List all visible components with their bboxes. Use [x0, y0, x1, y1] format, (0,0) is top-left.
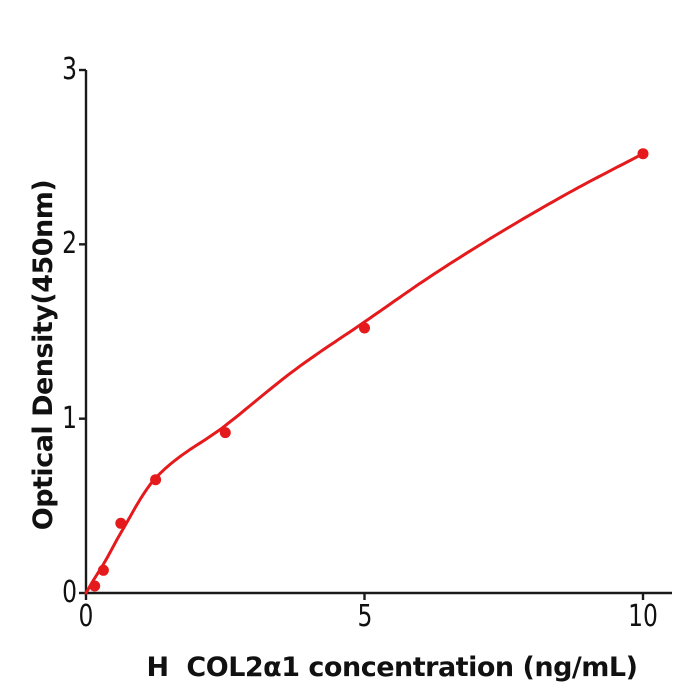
y-tick-label: 1	[62, 400, 77, 436]
axis-spines	[84, 70, 672, 595]
x-tick-label: 10	[628, 599, 658, 634]
y-tick-label: 2	[62, 226, 77, 262]
data-point	[219, 427, 231, 439]
fit-curve-line	[84, 152, 645, 595]
y-tick-label: 3	[62, 52, 77, 87]
x-tick-label: 0	[78, 599, 94, 634]
y-tick-label: 0	[62, 575, 77, 610]
x-tick-label: 5	[357, 599, 372, 634]
x-axis-label: H COL2α1 concentration (ng/mL)	[146, 652, 638, 683]
